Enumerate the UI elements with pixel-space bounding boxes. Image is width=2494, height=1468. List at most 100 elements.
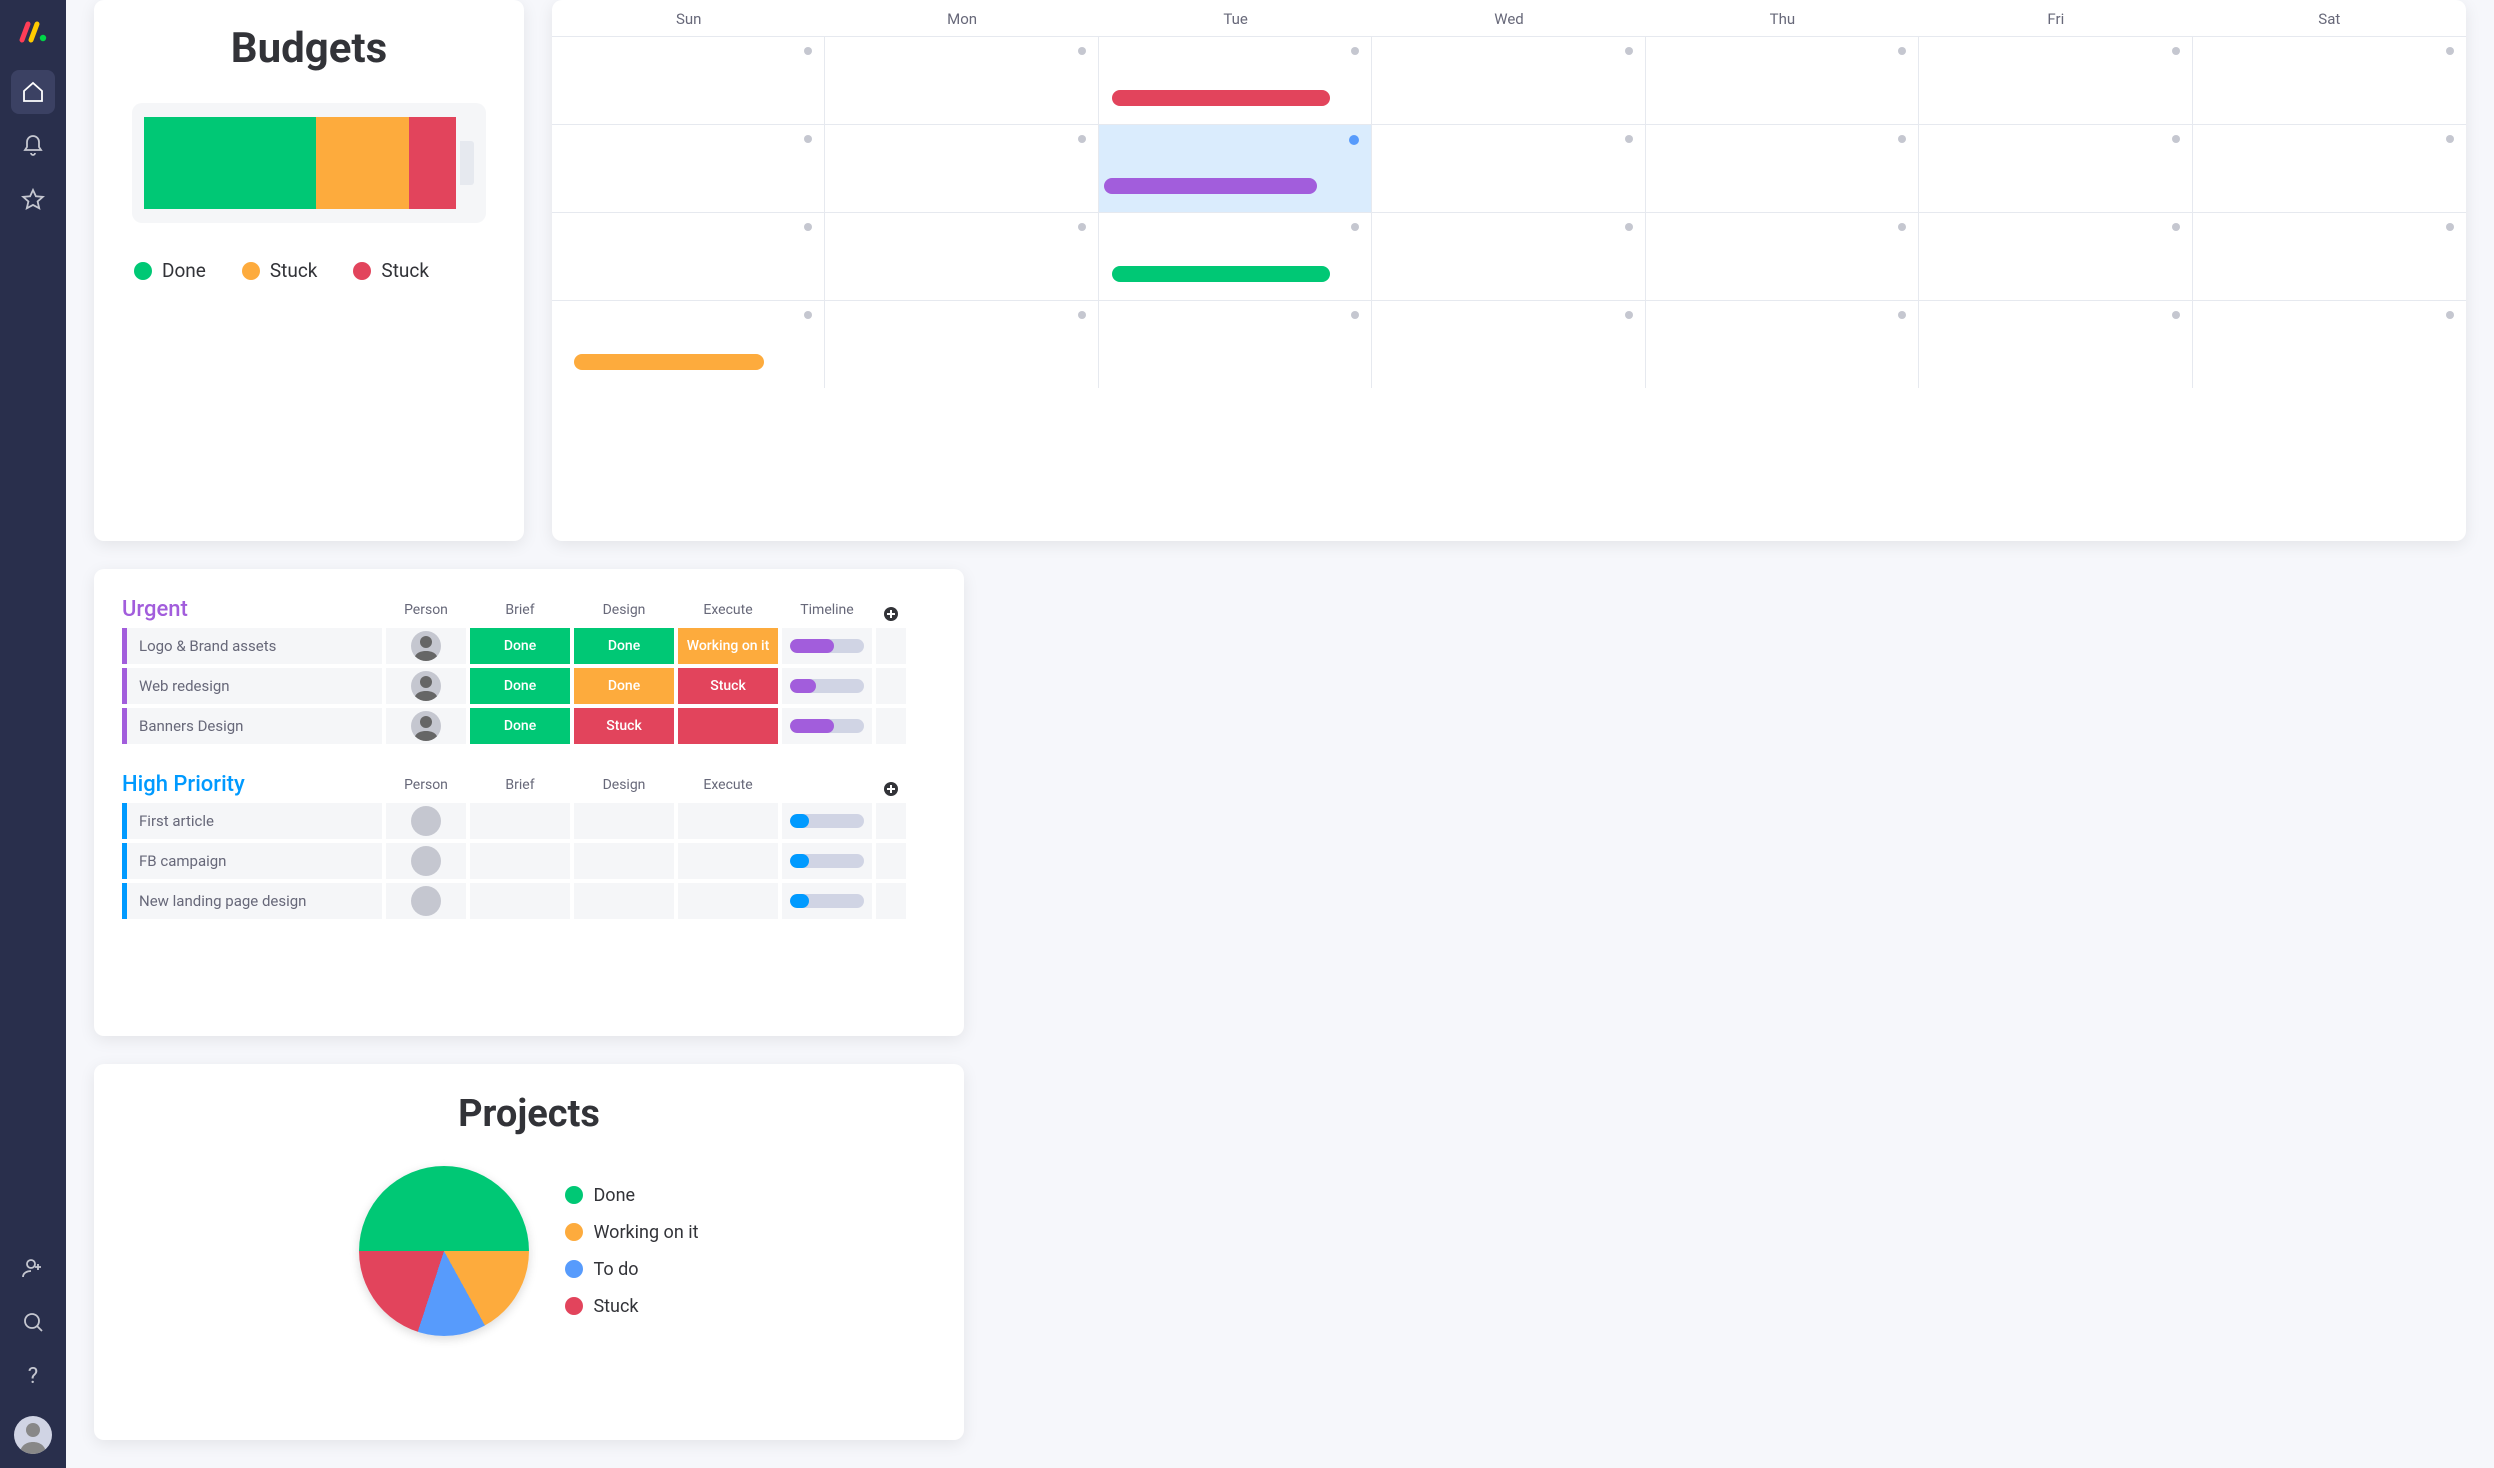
calendar-cell[interactable] xyxy=(1646,300,1919,388)
calendar-cell[interactable] xyxy=(1646,124,1919,212)
user-avatar[interactable] xyxy=(14,1416,52,1454)
status-cell[interactable]: Working on it xyxy=(678,628,778,664)
calendar-event-bar[interactable] xyxy=(1104,178,1317,194)
column-header[interactable]: Execute xyxy=(678,602,778,622)
calendar-cell[interactable] xyxy=(2193,124,2466,212)
nav-help[interactable]: ? xyxy=(11,1354,55,1398)
calendar-cell[interactable] xyxy=(825,212,1098,300)
nav-favorites[interactable] xyxy=(11,178,55,222)
calendar-cell[interactable] xyxy=(1646,36,1919,124)
calendar-cell[interactable] xyxy=(1099,36,1372,124)
calendar-cell[interactable] xyxy=(552,124,825,212)
status-cell[interactable] xyxy=(470,803,570,839)
calendar-cell[interactable] xyxy=(1646,212,1919,300)
calendar-cell[interactable] xyxy=(552,300,825,388)
task-name[interactable]: Logo & Brand assets xyxy=(122,628,382,664)
column-header[interactable]: Design xyxy=(574,602,674,622)
calendar-cell[interactable] xyxy=(1919,124,2192,212)
status-cell[interactable]: Done xyxy=(470,668,570,704)
status-cell[interactable] xyxy=(574,803,674,839)
calendar-event-bar[interactable] xyxy=(574,354,765,370)
timeline-cell[interactable] xyxy=(782,843,872,879)
calendar-cell[interactable] xyxy=(552,36,825,124)
nav-search[interactable] xyxy=(11,1300,55,1344)
status-cell[interactable] xyxy=(470,883,570,919)
status-cell[interactable]: Done xyxy=(470,628,570,664)
calendar-cell[interactable] xyxy=(1919,300,2192,388)
status-cell[interactable]: Done xyxy=(574,668,674,704)
calendar-cell[interactable] xyxy=(1099,212,1372,300)
calendar-cell[interactable] xyxy=(1919,212,2192,300)
add-column-button[interactable] xyxy=(876,781,906,797)
status-cell[interactable] xyxy=(678,843,778,879)
status-cell[interactable]: Done xyxy=(574,628,674,664)
calendar-cell[interactable] xyxy=(1919,36,2192,124)
column-header[interactable]: Design xyxy=(574,777,674,797)
status-cell[interactable] xyxy=(470,843,570,879)
status-cell[interactable] xyxy=(678,883,778,919)
task-name[interactable]: Banners Design xyxy=(122,708,382,744)
status-cell[interactable]: Stuck xyxy=(678,668,778,704)
status-cell[interactable]: Stuck xyxy=(574,708,674,744)
nav-home[interactable] xyxy=(11,70,55,114)
person-cell[interactable] xyxy=(386,628,466,664)
group-title[interactable]: Urgent xyxy=(122,597,382,622)
calendar-cell[interactable] xyxy=(2193,36,2466,124)
column-header[interactable]: Execute xyxy=(678,777,778,797)
person-cell[interactable] xyxy=(386,668,466,704)
calendar-cell[interactable] xyxy=(825,36,1098,124)
person-cell[interactable] xyxy=(386,883,466,919)
calendar-cell[interactable] xyxy=(552,212,825,300)
timeline-cell[interactable] xyxy=(782,708,872,744)
column-header[interactable] xyxy=(782,793,872,797)
calendar-cell[interactable] xyxy=(2193,300,2466,388)
empty-cell xyxy=(876,668,906,704)
nav-invite[interactable] xyxy=(11,1246,55,1290)
calendar-dot xyxy=(1625,135,1633,143)
calendar-cell[interactable] xyxy=(1372,212,1645,300)
calendar-dot xyxy=(1898,311,1906,319)
task-name[interactable]: FB campaign xyxy=(122,843,382,879)
calendar-dot xyxy=(1078,311,1086,319)
task-name[interactable]: First article xyxy=(122,803,382,839)
calendar-cell[interactable] xyxy=(825,124,1098,212)
person-cell[interactable] xyxy=(386,708,466,744)
calendar-cell[interactable] xyxy=(1372,124,1645,212)
status-cell[interactable] xyxy=(678,708,778,744)
timeline-cell[interactable] xyxy=(782,803,872,839)
calendar-event-bar[interactable] xyxy=(1112,90,1330,106)
status-cell[interactable] xyxy=(574,883,674,919)
calendar-cell[interactable] xyxy=(1099,300,1372,388)
column-header[interactable]: Person xyxy=(386,602,466,622)
column-header[interactable]: Timeline xyxy=(782,602,872,622)
logo-icon[interactable] xyxy=(16,14,50,48)
timeline-cell[interactable] xyxy=(782,668,872,704)
column-header[interactable]: Brief xyxy=(470,777,570,797)
person-cell[interactable] xyxy=(386,803,466,839)
legend-swatch xyxy=(353,262,371,280)
battery-tip xyxy=(460,141,474,185)
task-name[interactable]: Web redesign xyxy=(122,668,382,704)
person-cell[interactable] xyxy=(386,843,466,879)
calendar-dot xyxy=(1351,223,1359,231)
calendar-cell[interactable] xyxy=(1099,124,1372,212)
pie-chart xyxy=(359,1166,529,1336)
task-name[interactable]: New landing page design xyxy=(122,883,382,919)
group-title[interactable]: High Priority xyxy=(122,772,382,797)
column-header[interactable]: Brief xyxy=(470,602,570,622)
calendar-cell[interactable] xyxy=(2193,212,2466,300)
add-column-button[interactable] xyxy=(876,606,906,622)
status-cell[interactable]: Done xyxy=(470,708,570,744)
calendar-event-bar[interactable] xyxy=(1112,266,1330,282)
task-group: High PriorityPersonBriefDesignExecute Fir… xyxy=(122,772,936,919)
calendar-dot xyxy=(804,47,812,55)
status-cell[interactable] xyxy=(678,803,778,839)
timeline-cell[interactable] xyxy=(782,883,872,919)
nav-notifications[interactable] xyxy=(11,124,55,168)
column-header[interactable]: Person xyxy=(386,777,466,797)
status-cell[interactable] xyxy=(574,843,674,879)
calendar-cell[interactable] xyxy=(825,300,1098,388)
calendar-cell[interactable] xyxy=(1372,300,1645,388)
timeline-cell[interactable] xyxy=(782,628,872,664)
calendar-cell[interactable] xyxy=(1372,36,1645,124)
